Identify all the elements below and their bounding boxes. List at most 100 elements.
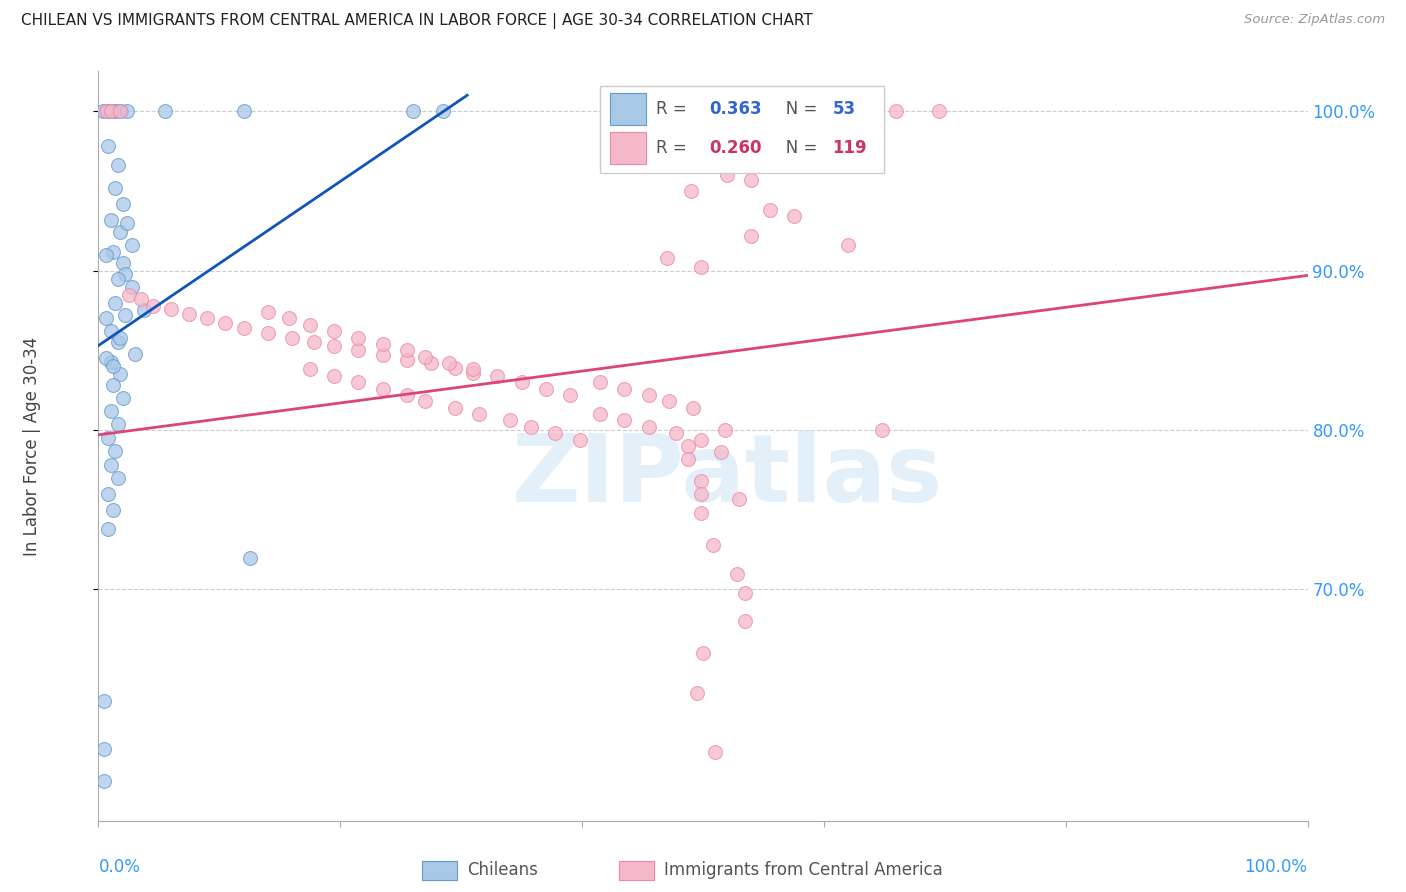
Point [347,343,370,358]
Point [463,366,485,380]
Text: R =: R = [655,138,692,156]
Text: In Labor Force | Age 30-34: In Labor Force | Age 30-34 [22,336,41,556]
Point [239,550,262,565]
Point [323,324,346,338]
Point [101,502,124,516]
Point [232,104,254,119]
Text: 0.260: 0.260 [709,138,762,156]
Point [463,362,485,376]
Point [928,104,950,119]
Point [101,244,124,259]
Point [402,104,425,119]
Point [100,354,122,368]
Point [702,538,724,552]
Point [728,491,751,506]
Point [568,433,591,447]
Point [179,307,201,321]
Point [256,305,278,319]
Point [520,420,543,434]
Text: Chileans: Chileans [467,861,537,879]
Point [689,474,711,488]
Point [101,378,124,392]
Point [713,423,735,437]
Point [117,216,139,230]
Point [498,413,520,427]
Point [323,368,346,383]
Point [637,420,659,434]
Point [124,346,146,360]
Point [108,226,131,240]
Point [395,352,418,367]
Point [100,404,122,418]
Point [813,104,835,119]
Point [94,104,117,119]
Point [93,773,115,788]
Text: R =: R = [655,100,692,118]
Point [108,104,131,119]
Point [637,388,659,402]
Point [886,104,908,119]
Point [725,566,748,581]
Point [94,248,117,262]
Point [782,210,804,224]
Point [104,180,127,194]
Point [710,445,733,459]
Point [104,443,127,458]
Point [844,104,866,119]
Point [444,401,467,415]
Point [214,316,236,330]
Point [108,330,131,344]
Text: 0.363: 0.363 [709,100,762,118]
Point [110,104,132,119]
Point [837,238,859,252]
Point [97,139,120,153]
Point [589,407,612,421]
Point [103,104,125,119]
Text: N =: N = [769,138,823,156]
Point [114,308,136,322]
Text: 53: 53 [832,100,855,118]
Point [100,458,122,472]
Point [232,321,254,335]
Point [437,356,460,370]
Text: 119: 119 [832,138,868,156]
Point [114,267,136,281]
Bar [610,132,647,164]
Point [107,471,129,485]
Point [96,104,118,119]
Point [118,287,141,301]
Point [93,742,115,756]
Point [686,686,709,700]
Point [395,343,418,358]
Point [153,104,176,119]
Point [734,615,756,629]
Point [678,451,700,466]
Point [100,104,122,119]
Point [278,311,301,326]
Point [97,522,120,536]
Point [704,745,727,759]
Point [371,348,394,362]
Point [323,338,346,352]
Point [101,359,124,374]
Point [94,311,117,326]
Point [111,196,134,211]
Point [97,431,120,445]
Point [413,394,436,409]
Point [558,388,581,402]
Point [613,382,636,396]
Point [689,433,711,447]
Point [91,104,114,119]
Point [692,646,714,660]
Point [689,487,711,501]
Point [108,368,131,382]
Point [347,376,370,390]
Point [544,426,567,441]
Point [195,311,218,326]
Point [413,350,436,364]
Point [613,413,636,427]
Point [395,388,418,402]
Point [682,401,704,415]
Point [117,104,139,119]
Point [716,168,738,182]
